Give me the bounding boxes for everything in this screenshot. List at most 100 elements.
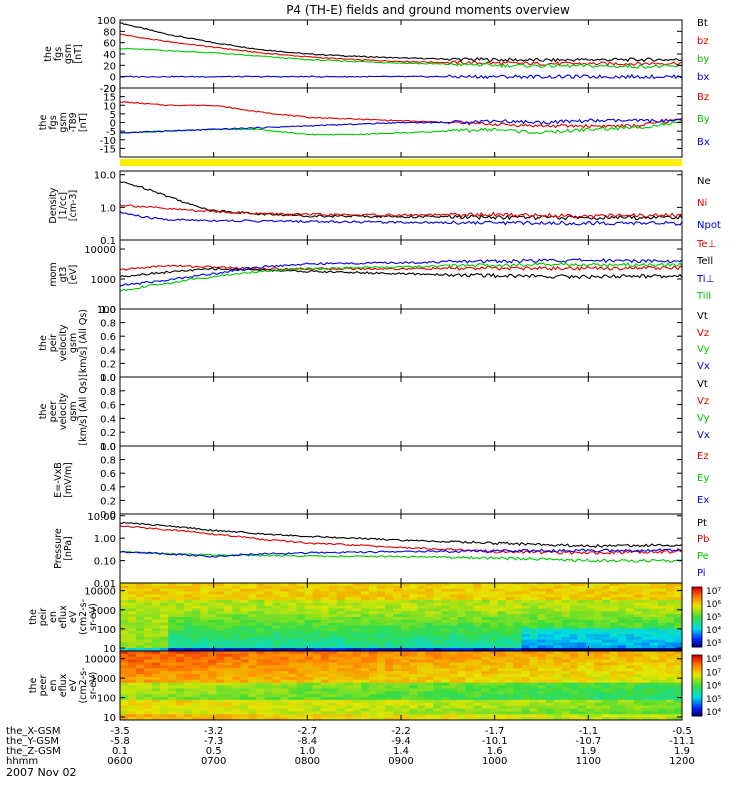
spectrogram-cell: [441, 656, 450, 661]
spectrogram-cell: [192, 583, 201, 587]
spectrogram-cell: [553, 688, 562, 692]
spectrogram-cell: [136, 691, 145, 695]
spectrogram-cell: [513, 628, 522, 632]
spectrogram-cell: [601, 697, 611, 701]
spectrogram-cell: [224, 702, 233, 707]
spectrogram-cell: [336, 636, 346, 641]
spectrogram-cell: [481, 659, 490, 663]
y-tick-label: 0.2: [100, 496, 116, 507]
spectrogram-cell: [312, 682, 322, 686]
spectrogram-cell: [312, 671, 322, 675]
spectrogram-cell: [457, 588, 466, 592]
spectrogram-cell: [649, 674, 659, 678]
spectrogram-cell: [168, 651, 177, 655]
spectrogram-cell: [232, 671, 241, 675]
spectrogram-cell: [417, 619, 426, 624]
spectrogram-cell: [128, 662, 137, 666]
orbit-value: -3.2: [204, 726, 224, 737]
spectrogram-cell: [481, 653, 490, 658]
spectrogram-cell: [152, 639, 161, 643]
spectrogram-cell: [200, 651, 209, 655]
spectrogram-cell: [465, 708, 474, 712]
spectrogram-cell: [521, 682, 530, 686]
spectrogram-cell: [136, 682, 145, 686]
spectrogram-cell: [441, 702, 450, 707]
spectrogram-cell: [256, 685, 265, 689]
spectrogram-cell: [449, 711, 458, 715]
spectrogram-cell: [417, 699, 426, 704]
spectrogram-cell: [441, 705, 450, 709]
spectrogram-cell: [352, 614, 362, 618]
spectrogram-cell: [449, 591, 458, 595]
spectrogram-cell: [328, 585, 338, 590]
spectrogram-cell: [665, 583, 675, 587]
spectrogram-cell: [264, 682, 273, 686]
spectrogram-cell: [336, 585, 346, 590]
spectrogram-cell: [248, 622, 257, 626]
spectrogram-cell: [553, 614, 562, 618]
spectrogram-cell: [657, 583, 667, 587]
spectrogram-cell: [392, 619, 402, 624]
spectrogram-cell: [585, 605, 595, 609]
spectrogram-cell: [272, 668, 281, 672]
spectrogram-cell: [392, 611, 402, 615]
spectrogram-cell: [585, 585, 595, 590]
spectrogram-cell: [529, 625, 538, 629]
spectrogram-cell: [376, 671, 386, 675]
spectrogram-cell: [553, 594, 562, 598]
spectrogram-cell: [384, 625, 394, 629]
colorbar-tick-label: 10⁵: [706, 695, 721, 705]
spectrogram-cell: [609, 611, 619, 615]
spectrogram-cell: [248, 685, 257, 689]
spectrogram-cell: [184, 628, 193, 632]
spectrogram-cell: [609, 697, 619, 701]
spectrogram-cell: [553, 645, 562, 649]
spectrogram-cell: [344, 602, 354, 607]
spectrogram-cell: [585, 639, 595, 643]
spectrogram-cell: [569, 714, 579, 718]
spectrogram-cell: [384, 676, 394, 681]
colorbar-step: [692, 709, 702, 713]
spectrogram-cell: [657, 634, 667, 638]
spectrogram-cell: [160, 691, 169, 695]
spectrogram-cell: [176, 682, 185, 686]
spectrogram-cell: [649, 619, 659, 624]
spectrogram-cell: [497, 591, 506, 595]
spectrogram-cell: [673, 594, 683, 598]
spectrogram-cell: [176, 639, 185, 643]
spectrogram-cell: [296, 588, 306, 592]
spectrogram-cell: [288, 636, 298, 641]
spectrogram-cell: [128, 682, 137, 686]
spectrogram-cell: [601, 619, 611, 624]
spectrogram-cell: [577, 597, 587, 601]
spectrogram-cell: [384, 636, 394, 641]
spectrogram-cell: [481, 699, 490, 704]
spectrogram-cell: [384, 671, 394, 675]
spectrogram-cell: [144, 614, 153, 618]
spectrogram-cell: [569, 682, 579, 686]
spectrogram-cell: [561, 645, 570, 649]
spectrogram-cell: [168, 645, 177, 649]
spectrogram-cell: [553, 653, 562, 658]
spectrogram-cell: [392, 622, 402, 626]
spectrogram-cell: [192, 639, 201, 643]
spectrogram-cell: [304, 691, 314, 695]
spectrogram-cell: [465, 583, 474, 587]
spectrogram-cell: [441, 694, 450, 698]
spectrogram-cell: [545, 617, 554, 621]
spectrogram-cell: [401, 697, 410, 701]
spectrogram-cell: [160, 602, 169, 607]
spectrogram-cell: [425, 605, 434, 609]
spectrogram-cell: [136, 583, 145, 587]
spectrogram-cell: [176, 608, 185, 612]
spectrogram-cell: [384, 668, 394, 672]
spectrogram-cell: [657, 671, 667, 675]
spectrogram-cell: [473, 659, 482, 663]
spectrogram-cell: [312, 625, 322, 629]
spectrogram-cell: [264, 642, 273, 646]
spectrogram-cell: [160, 625, 169, 629]
spectrogram-cell: [376, 711, 386, 715]
spectrogram-cell: [296, 659, 306, 663]
spectrogram-cell: [673, 671, 683, 675]
spectrogram-cell: [409, 662, 418, 666]
